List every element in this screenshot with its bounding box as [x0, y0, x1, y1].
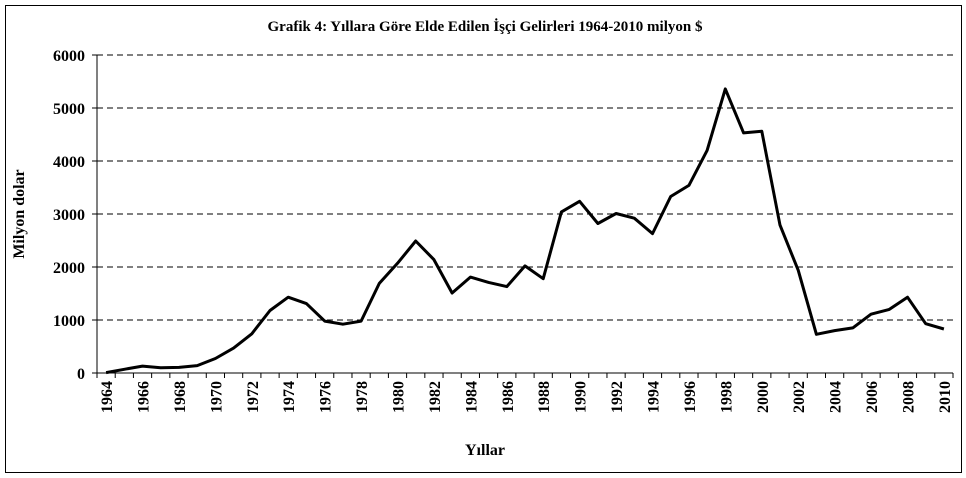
- y-tick-label: 5000: [53, 101, 85, 118]
- x-tick-label: 1964: [99, 381, 116, 413]
- y-tick-label: 6000: [53, 48, 85, 65]
- x-tick-label: 1974: [281, 381, 298, 413]
- x-tick-label: 1996: [682, 381, 699, 413]
- x-tick-label: 2006: [864, 381, 881, 413]
- x-tick-label: 2008: [900, 381, 917, 413]
- x-tick-label: 1994: [645, 381, 662, 413]
- x-tick-label: 1992: [609, 381, 626, 413]
- x-tick-label: 1982: [427, 381, 444, 413]
- x-tick-label: 1966: [136, 381, 153, 413]
- data-line: [105, 87, 945, 375]
- y-tick-label: 0: [77, 366, 85, 383]
- x-tick-label: 1984: [463, 381, 480, 413]
- x-tick-label: 2010: [937, 381, 954, 413]
- x-tick-label: 1972: [245, 381, 262, 413]
- x-tick-label: 1988: [536, 381, 553, 413]
- y-tick-label: 2000: [53, 260, 85, 277]
- x-tick-label: 1978: [354, 381, 371, 413]
- y-tick-label: 4000: [53, 154, 85, 171]
- x-tick-label: 1968: [172, 381, 189, 413]
- y-tick-label: 3000: [53, 207, 85, 224]
- x-tick-label: 1986: [500, 381, 517, 413]
- x-axis-label: Yıllar: [465, 442, 505, 459]
- chart-title: Grafik 4: Yıllara Göre Elde Edilen İşçi …: [268, 18, 703, 35]
- chart-frame: [5, 5, 962, 473]
- y-tick-label: 1000: [53, 313, 85, 330]
- x-tick-label: 1980: [391, 381, 408, 413]
- x-tick-label: 2002: [791, 381, 808, 413]
- x-tick-label: 1990: [573, 381, 590, 413]
- x-tick-label: 2004: [828, 381, 845, 413]
- x-tick-label: 2000: [755, 381, 772, 413]
- x-tick-label: 1970: [208, 381, 225, 413]
- y-axis-label: Milyon dolar: [11, 169, 28, 258]
- x-tick-label: 1998: [718, 381, 735, 413]
- x-tick-label: 1976: [318, 381, 335, 413]
